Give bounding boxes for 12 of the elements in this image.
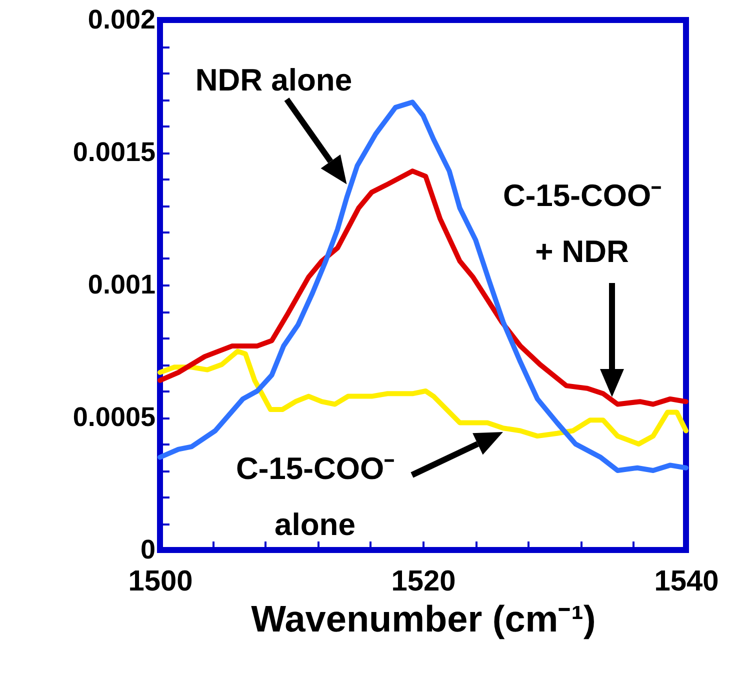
annotation: C-15-COO⁻ alone [236,451,394,542]
x-tick-label: 1520 [391,566,456,598]
y-tick-label: 0 [140,534,156,564]
x-tick-label: 1540 [654,566,719,598]
y-tick-label: 0.0005 [72,402,156,432]
x-axis-title: Wavenumber (cm⁻¹) [251,598,596,640]
y-tick-label: 0.002 [88,4,156,34]
annotation: C-15-COO⁻ + NDR [502,178,662,269]
x-tick-label: 1500 [128,566,193,598]
y-tick-label: 0.0015 [72,137,156,167]
y-tick-label: 0.001 [88,270,156,300]
annotation: NDR alone [195,62,352,98]
